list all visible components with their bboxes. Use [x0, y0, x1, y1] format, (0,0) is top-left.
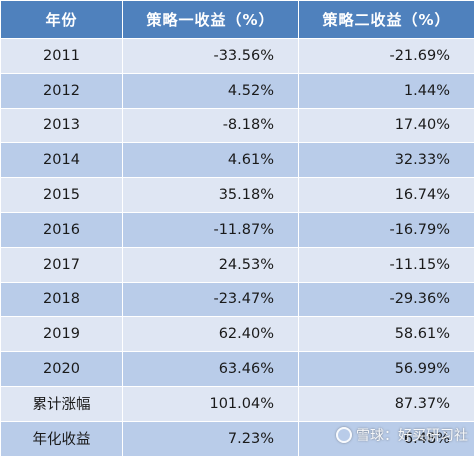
table-row: 2017 24.53% -11.15%: [1, 247, 474, 282]
strategy1-value: 63.46%: [123, 352, 299, 387]
strategy1-value: 24.53%: [123, 247, 299, 282]
strategy2-value: 58.61%: [299, 317, 474, 352]
header-year: 年份: [1, 1, 123, 39]
strategy1-value: -23.47%: [123, 282, 299, 317]
row-label: 2013: [1, 108, 123, 143]
table-row: 2016 -11.87% -16.79%: [1, 212, 474, 247]
row-label: 2014: [1, 143, 123, 178]
strategy2-value: -11.15%: [299, 247, 474, 282]
strategy2-value: -29.36%: [299, 282, 474, 317]
table-row: 2020 63.46% 56.99%: [1, 352, 474, 387]
row-label: 累计涨幅: [1, 386, 123, 421]
row-label: 2016: [1, 212, 123, 247]
row-label: 2015: [1, 178, 123, 213]
header-strategy2-return: 策略二收益（%）: [299, 1, 474, 39]
strategy1-value: -33.56%: [123, 39, 299, 74]
header-strategy1-return: 策略一收益（%）: [123, 1, 299, 39]
row-label: 2020: [1, 352, 123, 387]
strategy2-value: 56.99%: [299, 352, 474, 387]
strategy1-value: 35.18%: [123, 178, 299, 213]
row-label: 2011: [1, 39, 123, 74]
strategy2-value: 16.74%: [299, 178, 474, 213]
table-row: 2015 35.18% 16.74%: [1, 178, 474, 213]
row-label: 2019: [1, 317, 123, 352]
strategy2-value: -16.79%: [299, 212, 474, 247]
row-label: 2018: [1, 282, 123, 317]
strategy1-value: 101.04%: [123, 386, 299, 421]
strategy2-value: 1.44%: [299, 73, 474, 108]
table-header-row: 年份 策略一收益（%） 策略二收益（%）: [1, 1, 474, 39]
strategy1-value: 62.40%: [123, 317, 299, 352]
table-row: 2014 4.61% 32.33%: [1, 143, 474, 178]
strategy1-value: 4.61%: [123, 143, 299, 178]
table-row: 2011 -33.56% -21.69%: [1, 39, 474, 74]
strategy2-value: -21.69%: [299, 39, 474, 74]
table-row: 2012 4.52% 1.44%: [1, 73, 474, 108]
row-label: 2017: [1, 247, 123, 282]
strategy1-value: -8.18%: [123, 108, 299, 143]
row-label: 2012: [1, 73, 123, 108]
table-row: 2013 -8.18% 17.40%: [1, 108, 474, 143]
table-row-cumulative: 累计涨幅 101.04% 87.37%: [1, 386, 474, 421]
strategy2-value: 17.40%: [299, 108, 474, 143]
strategy2-value: 32.33%: [299, 143, 474, 178]
strategy2-value: 87.37%: [299, 386, 474, 421]
strategy1-value: 4.52%: [123, 73, 299, 108]
table-row: 2018 -23.47% -29.36%: [1, 282, 474, 317]
table-row: 2019 62.40% 58.61%: [1, 317, 474, 352]
strategy1-value: -11.87%: [123, 212, 299, 247]
